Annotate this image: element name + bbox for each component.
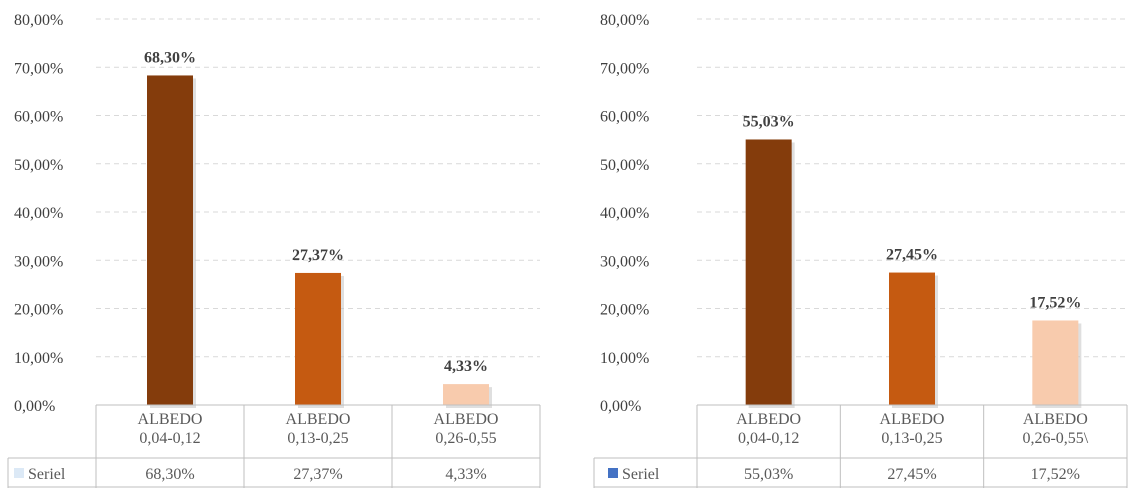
y-tick-label: 20,00% — [14, 302, 63, 319]
data-label: 27,45% — [886, 247, 938, 264]
category-label: ALBEDO — [434, 411, 499, 428]
y-tick-label: 20,00% — [600, 302, 649, 319]
category-label: 0,13-0,25 — [287, 430, 348, 447]
series-name: Seriel — [28, 466, 66, 483]
table-value: 55,03% — [744, 466, 793, 483]
y-tick-label: 60,00% — [14, 109, 63, 126]
y-tick-label: 70,00% — [600, 60, 649, 77]
category-label: ALBEDO — [286, 411, 351, 428]
y-tick-label: 60,00% — [600, 109, 649, 126]
data-label: 55,03% — [743, 113, 795, 130]
y-tick-label: 10,00% — [14, 350, 63, 367]
data-label: 17,52% — [1029, 294, 1081, 311]
table-value: 27,45% — [887, 466, 936, 483]
y-tick-label: 40,00% — [600, 205, 649, 222]
y-tick-label: 80,00% — [600, 12, 649, 29]
category-label: ALBEDO — [736, 411, 801, 428]
table-value: 17,52% — [1031, 466, 1080, 483]
y-tick-label: 0,00% — [600, 398, 641, 415]
chart-1: 0,00% 10,00% 20,00% 30,00% 40,00% 50,00% 60,00… — [7, 12, 541, 488]
bar — [147, 75, 193, 405]
bar — [295, 272, 341, 405]
y-tick-label: 50,00% — [14, 157, 63, 174]
y-tick-label: 0,00% — [14, 398, 55, 415]
bar — [1032, 320, 1079, 405]
category-label: ALBEDO — [1023, 411, 1088, 428]
y-tick-label: 10,00% — [600, 350, 649, 367]
legend-key — [14, 468, 24, 478]
y-tick-label: 40,00% — [14, 205, 63, 222]
y-tick-label: 30,00% — [14, 253, 63, 270]
y-tick-label: 80,00% — [14, 12, 63, 29]
bar — [889, 272, 935, 405]
data-label: 68,30% — [144, 49, 196, 66]
category-label: 0,13-0,25 — [881, 430, 942, 447]
category-label: 0,04-0,12 — [139, 430, 200, 447]
category-label: 0,04-0,12 — [738, 430, 799, 447]
category-label: 0,26-0,55\ — [1022, 430, 1088, 447]
table-value: 27,37% — [293, 466, 342, 483]
data-label: 4,33% — [444, 358, 488, 375]
bar — [443, 384, 489, 405]
data-label: 27,37% — [292, 247, 344, 264]
table-value: 68,30% — [145, 466, 194, 483]
category-label: ALBEDO — [138, 411, 203, 428]
y-tick-label: 70,00% — [14, 60, 63, 77]
category-label: 0,26-0,55 — [435, 430, 496, 447]
table-value: 4,33% — [445, 466, 486, 483]
category-label: ALBEDO — [880, 411, 945, 428]
legend-key — [608, 468, 618, 478]
series-name: Seriel — [622, 466, 660, 483]
chart-2: 0,00% 10,00% 20,00% 30,00% 40,00% 50,00% 60,00… — [593, 12, 1128, 488]
bar — [745, 139, 792, 405]
y-tick-label: 50,00% — [600, 157, 649, 174]
y-tick-label: 30,00% — [600, 253, 649, 270]
